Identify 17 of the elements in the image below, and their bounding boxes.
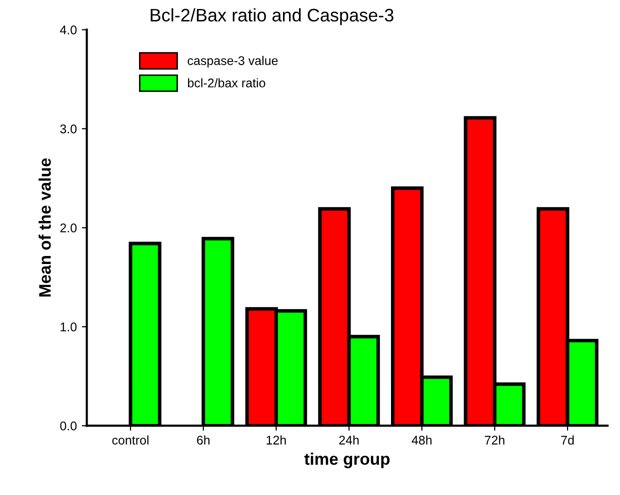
x-tick-label: 48h [412, 435, 432, 445]
y-tick-label: 3.0 [60, 124, 77, 134]
y-tick-label: 1.0 [60, 322, 77, 332]
x-tick-label: 7d [561, 435, 574, 445]
y-tick-label: 2.0 [60, 224, 77, 232]
x-tick-label: 6h [197, 435, 210, 445]
legend-label: bcl-2/bax ratio [188, 78, 266, 88]
y-tick-label: 0.0 [60, 422, 77, 430]
x-tick-label: control [112, 435, 148, 445]
legend-label: caspase-3 value [188, 56, 278, 68]
y-axis-title: Mean of the value [38, 158, 51, 296]
chart-title: Bcl-2/Bax ratio and Caspase-3 [150, 8, 394, 26]
y-tick-label: 4.0 [60, 26, 77, 34]
x-tick-label: 24h [339, 435, 359, 444]
x-axis-title: time group [304, 452, 390, 468]
x-tick-label: 72h [484, 435, 504, 444]
x-tick-label: 12h [266, 435, 286, 444]
